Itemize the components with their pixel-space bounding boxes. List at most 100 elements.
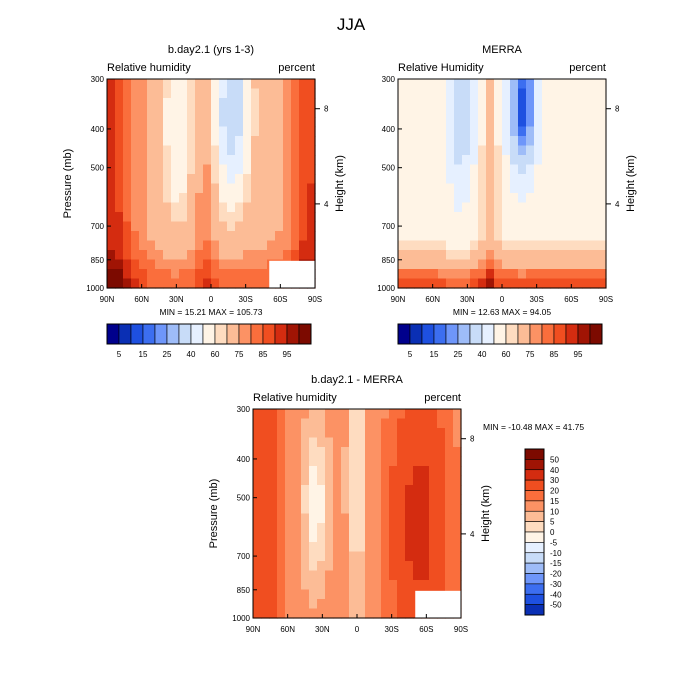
contour-cell — [317, 437, 326, 448]
contour-cell — [139, 250, 148, 261]
contour-cell — [349, 523, 358, 534]
contour-cell — [171, 240, 180, 251]
contour-cell — [301, 428, 310, 439]
contour-cell — [486, 240, 495, 251]
contour-cell — [163, 212, 172, 223]
contour-cell — [301, 542, 310, 553]
contour-cell — [155, 136, 164, 147]
contour-cell — [187, 250, 196, 261]
contour-cell — [445, 532, 454, 543]
contour-cell — [195, 250, 204, 261]
contour-cell — [131, 164, 140, 175]
contour-cell — [277, 608, 286, 619]
contour-cell — [574, 240, 583, 251]
contour-cell — [283, 136, 292, 147]
contour-cell — [325, 456, 334, 467]
contour-cell — [235, 221, 244, 232]
contour-cell — [526, 174, 535, 185]
contour-cell — [397, 523, 406, 534]
contour-cell — [253, 570, 262, 581]
contour-cell — [550, 126, 559, 137]
contour-cell — [115, 88, 124, 99]
contour-cell — [502, 107, 511, 118]
contour-cell — [235, 193, 244, 204]
colorbar-label: 0 — [550, 528, 555, 537]
x-tick-label: 60S — [564, 295, 578, 304]
contour-cell — [163, 164, 172, 175]
contour-cell — [147, 202, 156, 213]
colorbar-label: 40 — [550, 466, 559, 475]
contour-cell — [253, 437, 262, 448]
contour-cell — [357, 523, 366, 534]
contour-cell — [333, 456, 342, 467]
contour-cell — [518, 250, 527, 261]
contour-cell — [526, 240, 535, 251]
contour-cell — [325, 570, 334, 581]
contour-cell — [307, 202, 316, 213]
contour-cell — [317, 485, 326, 496]
contour-cell — [470, 155, 479, 166]
contour-cell — [267, 88, 276, 99]
contour-cell — [510, 202, 519, 213]
contour-cell — [179, 183, 188, 194]
contour-cell — [203, 221, 212, 232]
contour-cell — [155, 212, 164, 223]
contour-cell — [277, 551, 286, 562]
contour-cell — [293, 504, 302, 515]
contour-cell — [397, 494, 406, 505]
contour-cell — [558, 202, 567, 213]
contour-cell — [453, 551, 462, 562]
contour-cell — [429, 494, 438, 505]
contour-cell — [454, 193, 463, 204]
contour-cell — [414, 250, 423, 261]
contour-cell — [261, 409, 270, 420]
contour-cell — [283, 212, 292, 223]
contour-cell — [187, 202, 196, 213]
contour-cell — [301, 485, 310, 496]
contour-cell — [259, 183, 268, 194]
contour-cell — [406, 155, 415, 166]
contour-cell — [211, 145, 220, 156]
contour-cell — [494, 240, 503, 251]
contour-cell — [147, 107, 156, 118]
contour-cell — [277, 561, 286, 572]
contour-cell — [502, 79, 511, 90]
contour-cell — [203, 183, 212, 194]
contour-cell — [283, 126, 292, 137]
contour-cell — [357, 447, 366, 458]
contour-cell — [438, 155, 447, 166]
contour-cell — [283, 155, 292, 166]
contour-cell — [454, 183, 463, 194]
contour-cell — [203, 250, 212, 261]
contour-cell — [259, 240, 268, 251]
contour-cell — [285, 466, 294, 477]
contour-cell — [187, 183, 196, 194]
contour-cell — [421, 447, 430, 458]
contour-cell — [179, 202, 188, 213]
x-tick-label: 90S — [308, 295, 322, 304]
contour-cell — [470, 88, 479, 99]
contour-cell — [333, 580, 342, 591]
min-max-stats: MIN = 15.21 MAX = 105.73 — [159, 307, 262, 317]
colorbar-label: 85 — [550, 350, 559, 359]
contour-cell — [283, 79, 292, 90]
contour-cell — [406, 259, 415, 270]
contour-cell — [253, 532, 262, 543]
contour-cell — [445, 513, 454, 524]
contour-cell — [494, 221, 503, 232]
contour-cell — [413, 523, 422, 534]
contour-cell — [261, 599, 270, 610]
contour-cell — [285, 437, 294, 448]
colorbar-label: 25 — [163, 350, 172, 359]
contour-cell — [421, 542, 430, 553]
contour-cell — [414, 202, 423, 213]
contour-cell — [590, 278, 599, 289]
contour-cell — [582, 88, 591, 99]
contour-cell — [574, 221, 583, 232]
colorbar-swatch — [524, 573, 545, 585]
contour-cell — [349, 599, 358, 610]
contour-cell — [155, 164, 164, 175]
contour-cell — [430, 174, 439, 185]
contour-cell — [365, 437, 374, 448]
contour-cell — [251, 145, 260, 156]
